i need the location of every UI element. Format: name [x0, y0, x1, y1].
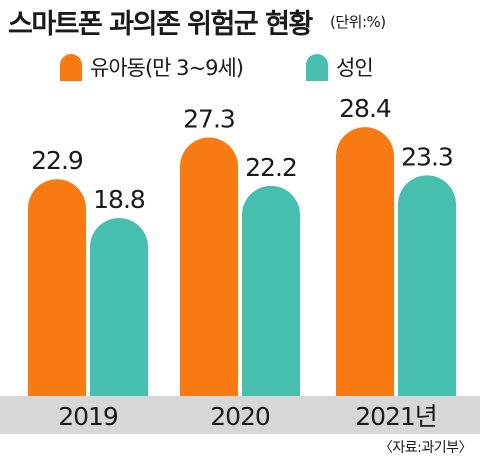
unit-label: (단위:%) [330, 13, 386, 31]
bar-youth-0 [28, 179, 86, 396]
legend-swatch-adult [306, 53, 328, 81]
legend-item-youth: 유아동(만 3~9세) [60, 52, 244, 82]
value-label-adult-2: 23.3 [401, 142, 453, 171]
legend-item-adult: 성인 [306, 52, 374, 82]
x-tick-label-0: 2019 [58, 402, 118, 431]
x-tick-label-1: 2020 [210, 402, 270, 431]
bar-youth-1 [180, 137, 238, 396]
legend-label-adult: 성인 [336, 56, 374, 80]
value-label-adult-1: 22.2 [245, 153, 297, 182]
value-label-youth-0: 22.9 [31, 146, 83, 175]
x-axis-band [0, 396, 480, 434]
legend-label-youth: 유아동(만 3~9세) [90, 56, 244, 80]
bar-adult-1 [242, 185, 300, 396]
bar-youth-2 [336, 127, 394, 396]
value-label-adult-0: 18.8 [93, 185, 145, 214]
legend-swatch-youth [60, 53, 82, 81]
bar-adult-2 [398, 175, 456, 396]
bar-adult-0 [90, 218, 148, 396]
value-label-youth-2: 28.4 [339, 94, 391, 123]
source-label: 〈자료:과기부〉 [378, 440, 473, 456]
chart-title: 스마트폰 과의존 위험군 현황 [8, 9, 313, 40]
x-tick-label-2: 2021년 [355, 402, 437, 431]
value-label-youth-1: 27.3 [183, 105, 235, 134]
